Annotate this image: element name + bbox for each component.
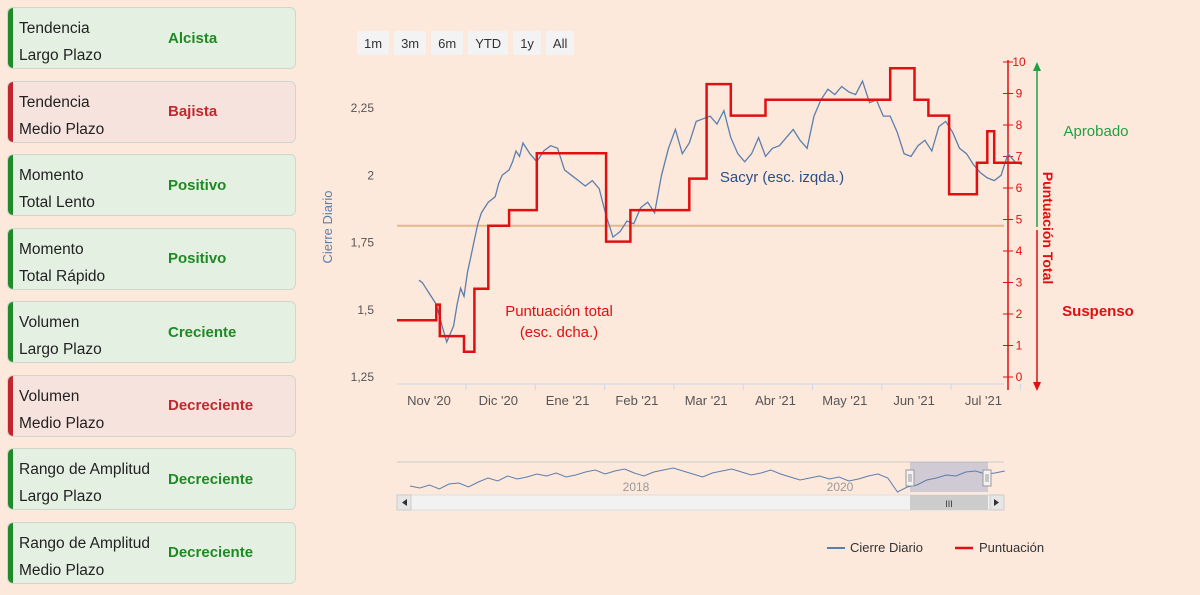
y-tick-label: 1,5 [357,303,374,317]
legend: Cierre Diario Puntuación [827,540,1044,555]
score-annotation-2: (esc. dcha.) [520,324,598,341]
navigator-year-label: 2018 [623,480,650,494]
y2-tick-label: 6 [1016,181,1023,195]
navigator: 2018 2020 III [397,462,1005,510]
score-series-line [397,68,1022,352]
navigator-handle[interactable] [983,470,991,486]
score-annotation-1: Puntuación total [505,303,613,320]
y2-tick-label: 9 [1016,87,1023,101]
x-tick-label: Dic '20 [479,393,518,408]
x-tick-label: Nov '20 [407,393,451,408]
y2-tick-label: 4 [1016,244,1023,258]
x-tick-label: Jun '21 [893,393,935,408]
navigator-mask [910,462,988,492]
failed-label: Suspenso [1062,303,1134,320]
y2-tick-label: 2 [1016,307,1023,321]
approved-arrow-head [1033,62,1041,71]
y-tick-label: 2 [367,168,374,182]
y-tick-label: 1,75 [351,236,375,250]
y-tick-label: 2,25 [351,101,375,115]
price-annotation: Sacyr (esc. izqda.) [720,169,844,186]
scrollbar-grip: III [945,499,953,509]
x-tick-label: May '21 [822,393,867,408]
x-tick-label: Ene '21 [546,393,590,408]
y-tick-label: 1,25 [351,370,375,384]
y-axis-title: Cierre Diario [320,191,335,264]
approved-label: Aprobado [1063,123,1128,140]
y2-tick-label: 0 [1016,370,1023,384]
x-tick-label: Feb '21 [615,393,658,408]
navigator-year-label: 2020 [827,480,854,494]
y2-tick-label: 5 [1016,213,1023,227]
y2-tick-label: 1 [1016,339,1023,353]
legend-score-label[interactable]: Puntuación [979,540,1044,555]
y2-tick-label: 7 [1016,150,1023,164]
y2-axis-title: Puntuación Total [1040,172,1056,285]
failed-arrow-head [1033,382,1041,391]
y2-tick-label: 3 [1016,276,1023,290]
x-tick-label: Jul '21 [965,393,1002,408]
x-tick-label: Mar '21 [685,393,728,408]
legend-price-label[interactable]: Cierre Diario [850,540,923,555]
y2-tick-label: 8 [1016,118,1023,132]
navigator-handle[interactable] [906,470,914,486]
x-tick-label: Abr '21 [755,393,796,408]
y2-tick-label: 10 [1012,55,1026,69]
